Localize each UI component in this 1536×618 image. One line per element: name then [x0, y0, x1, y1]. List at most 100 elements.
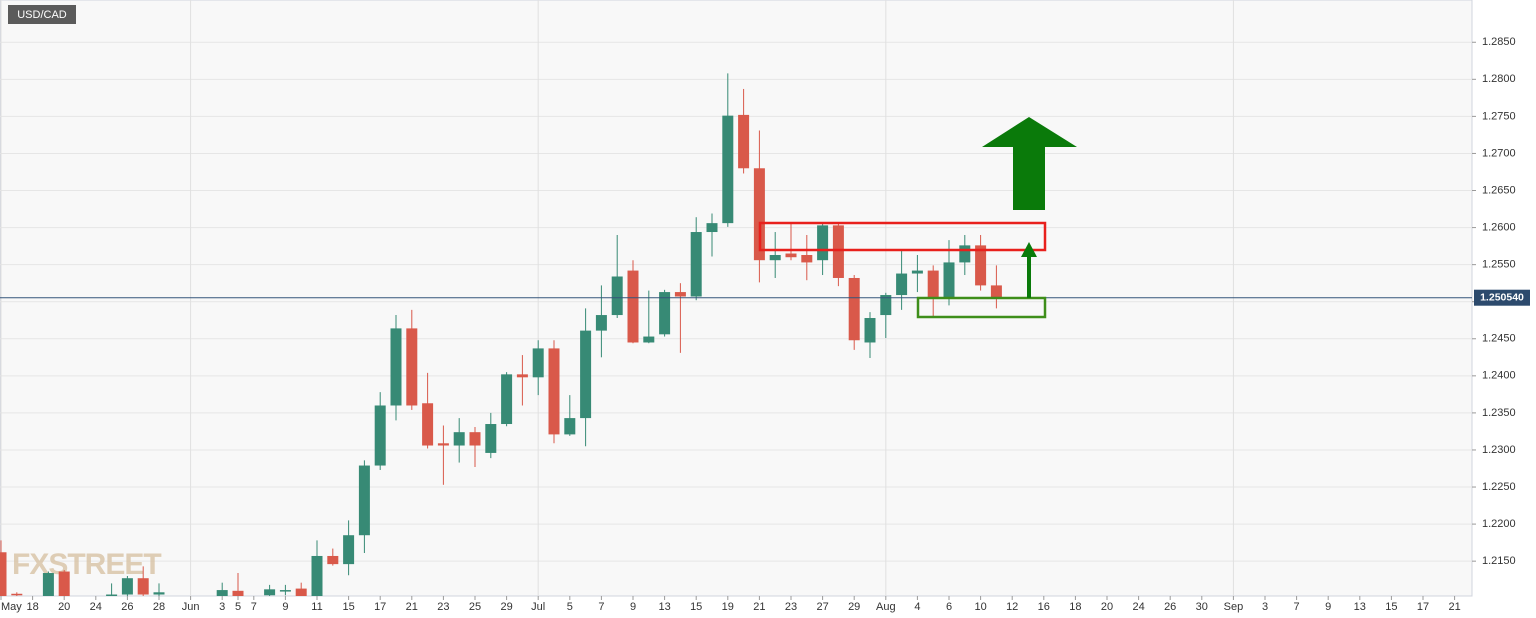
y-tick-label: 1.2600	[1482, 221, 1516, 233]
candle-body	[42, 573, 54, 596]
candle-body	[390, 328, 402, 406]
x-tick-label: 7	[598, 601, 604, 613]
x-tick-label: 16	[1038, 601, 1050, 613]
candle-body	[548, 348, 560, 435]
candle-body	[975, 245, 987, 286]
x-tick-label: 23	[785, 601, 797, 613]
x-tick-label: Sep	[1224, 601, 1244, 613]
candle-body	[437, 443, 449, 446]
x-tick-label: 20	[1101, 601, 1113, 613]
x-tick-label: 7	[1294, 601, 1300, 613]
x-tick-label: 24	[1132, 601, 1144, 613]
candle-body	[785, 253, 797, 258]
y-tick-label: 1.2400	[1482, 370, 1516, 382]
x-tick-label: 15	[1385, 601, 1397, 613]
x-tick-label: 20	[58, 601, 70, 613]
y-tick-label: 1.2800	[1482, 73, 1516, 85]
candle-body	[580, 330, 592, 419]
candle-body	[911, 270, 923, 274]
candle-body	[643, 336, 655, 343]
x-tick-label: 17	[374, 601, 386, 613]
x-tick-label: 6	[946, 601, 952, 613]
candles	[0, 73, 1472, 596]
candle-body	[311, 555, 323, 596]
x-tick-label: 26	[1164, 601, 1176, 613]
candle-body	[485, 424, 497, 453]
candle-body	[927, 270, 939, 298]
x-tick-label: Jul	[531, 601, 545, 613]
small-arrow-head	[1021, 242, 1037, 257]
y-tick-label: 1.2150	[1482, 555, 1516, 567]
x-tick-label: 25	[469, 601, 481, 613]
x-tick-label: 18	[26, 601, 38, 613]
y-tick-label: 1.2250	[1482, 481, 1516, 493]
x-tick-label: 23	[437, 601, 449, 613]
candle-body	[753, 168, 765, 261]
candle-body	[374, 405, 386, 466]
candle-body	[674, 292, 686, 297]
candle-body	[11, 593, 23, 596]
candle-body	[327, 555, 339, 565]
y-tick-label: 1.2200	[1482, 518, 1516, 530]
y-tick-label: 1.2450	[1482, 333, 1516, 345]
candle-body	[406, 328, 418, 406]
candle-body	[137, 578, 149, 595]
candle-body	[817, 225, 829, 261]
grid	[0, 0, 1472, 596]
x-tick-label: 29	[848, 601, 860, 613]
candle-body	[738, 114, 750, 169]
x-tick-label: 10	[974, 601, 986, 613]
big-up-arrow	[982, 117, 1077, 210]
x-tick-label: Aug	[876, 601, 896, 613]
x-tick-label: 21	[753, 601, 765, 613]
chart-title: USD/CAD	[17, 9, 67, 21]
candle-body	[880, 295, 892, 316]
candle-body	[990, 285, 1002, 298]
x-tick-label: 3	[1262, 601, 1268, 613]
candle-body	[453, 432, 465, 446]
resistance-box	[758, 221, 1047, 252]
candle-body	[659, 292, 671, 335]
y-tick-label: 1.2650	[1482, 184, 1516, 196]
y-tick-label: 1.2350	[1482, 407, 1516, 419]
candle-body	[279, 590, 291, 592]
x-tick-label: 11	[311, 601, 322, 613]
y-tick-label: 1.2550	[1482, 259, 1516, 271]
candle-body	[343, 535, 355, 565]
last-price-label: 1.250540	[1480, 291, 1524, 303]
x-tick-label: 30	[1196, 601, 1208, 613]
x-tick-label: 19	[722, 601, 734, 613]
x-tick-label: Jun	[182, 601, 200, 613]
x-tick-label: 12	[1006, 601, 1018, 613]
candle-body	[959, 245, 971, 263]
x-tick-label: 27	[816, 601, 828, 613]
annotations	[758, 117, 1077, 319]
x-tick-label: 15	[342, 601, 354, 613]
x-tick-label: May	[1, 601, 22, 613]
candle-body	[532, 348, 544, 378]
candle-body	[516, 374, 528, 378]
candle-body	[501, 374, 513, 425]
y-tick-label: 1.2300	[1482, 444, 1516, 456]
candle-body	[121, 578, 133, 595]
x-tick-label: 5	[567, 601, 573, 613]
support-box	[916, 296, 1047, 319]
candle-body	[422, 403, 434, 446]
candle-body	[706, 223, 718, 233]
candle-body	[232, 590, 244, 596]
x-tick-label: 4	[914, 601, 920, 613]
y-tick-label: 1.2700	[1482, 147, 1516, 159]
y-tick-label: 1.2850	[1482, 36, 1516, 48]
watermark: FXSTREET	[12, 548, 161, 581]
title-box	[8, 5, 76, 24]
x-tick-label: 13	[1354, 601, 1366, 613]
x-tick-label: 13	[658, 601, 670, 613]
candle-body	[896, 273, 908, 296]
candle-body	[564, 418, 576, 435]
candle-body	[216, 590, 228, 596]
axes: 1.2150 1.2200 1.2250 1.2300 1.2350 1.2400 1.24…	[0, 36, 1530, 613]
candle-body	[469, 432, 481, 446]
candle-body	[801, 255, 813, 263]
candle-body	[690, 232, 702, 297]
candle-body	[864, 318, 876, 343]
